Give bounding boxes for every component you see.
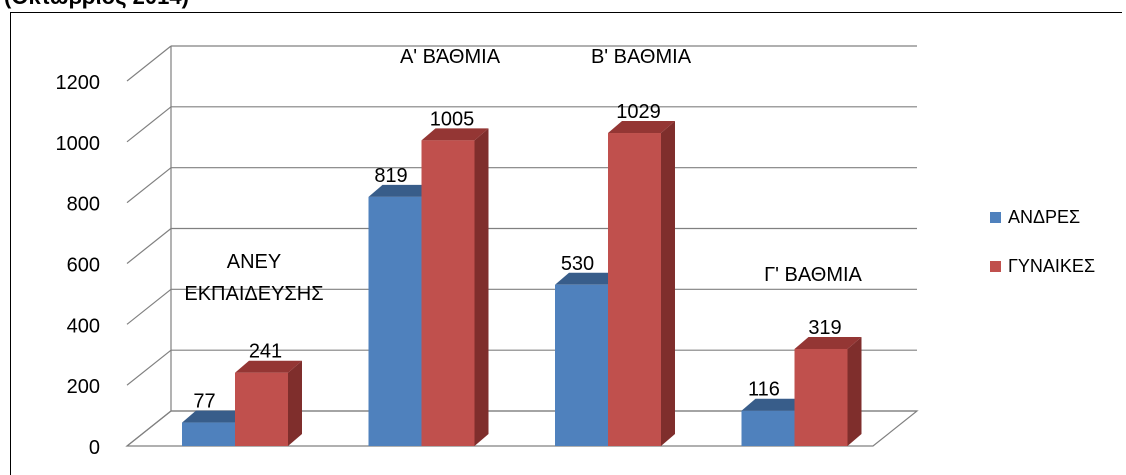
bar-top	[608, 121, 675, 134]
category-label: Γ' ΒΑΘΜΙΑ	[764, 264, 862, 286]
data-label: 530	[561, 253, 594, 275]
data-label: 116	[748, 379, 780, 401]
bar	[235, 372, 288, 446]
category-label: Α' ΒΆΘΜΙΑ	[400, 46, 501, 68]
y-tick-label: 0	[89, 437, 100, 459]
bar-side	[847, 336, 862, 446]
bar-top	[555, 272, 622, 285]
side-wall-line	[126, 349, 172, 386]
data-label: 241	[249, 341, 282, 363]
legend-swatch	[990, 212, 1001, 223]
category-label: Β' ΒΑΘΜΙΑ	[591, 46, 692, 68]
bar	[794, 348, 848, 446]
side-wall-line	[126, 288, 172, 325]
bar-top	[182, 410, 249, 423]
bar	[608, 133, 661, 446]
legend-label: ΓΥΝΑΙΚΕΣ	[1008, 256, 1095, 276]
bar-top	[368, 184, 436, 197]
bar	[421, 140, 475, 446]
y-tick-label: 400	[67, 315, 100, 337]
y-tick-label: 600	[67, 255, 100, 277]
bar	[555, 284, 608, 446]
legend-label: ΑΝΔΡΕΣ	[1008, 207, 1080, 227]
category-label: ΑΝΕΥ	[227, 251, 281, 273]
bar	[182, 422, 235, 446]
chart-frame	[10, 12, 1122, 475]
bar-top	[235, 360, 302, 373]
legend-swatch	[990, 261, 1001, 272]
bar	[368, 196, 422, 446]
data-label: 819	[374, 165, 407, 187]
y-tick-label: 1000	[56, 133, 101, 155]
y-tick-label: 200	[67, 376, 100, 398]
bar-top	[794, 336, 862, 349]
bar-side	[288, 360, 302, 446]
category-label: ΕΚΠΑΙΔΕΥΣΗΣ	[184, 283, 323, 305]
bar-side	[474, 128, 489, 446]
side-wall-line	[126, 45, 172, 82]
bar-top	[741, 398, 809, 411]
side-wall-line	[126, 106, 172, 143]
data-label: 77	[193, 391, 215, 413]
data-label: 1005	[430, 108, 475, 130]
data-label: 1029	[616, 101, 661, 123]
side-wall-line	[126, 167, 172, 204]
y-tick-label: 800	[67, 194, 100, 216]
side-wall-line	[126, 228, 172, 264]
y-tick-label: 1200	[56, 72, 101, 94]
page-title: (Οκτώβριος 2014)	[4, 0, 189, 10]
bar	[741, 410, 795, 446]
bar-top	[421, 128, 489, 141]
data-label: 319	[808, 317, 841, 339]
bar-side	[661, 121, 675, 446]
